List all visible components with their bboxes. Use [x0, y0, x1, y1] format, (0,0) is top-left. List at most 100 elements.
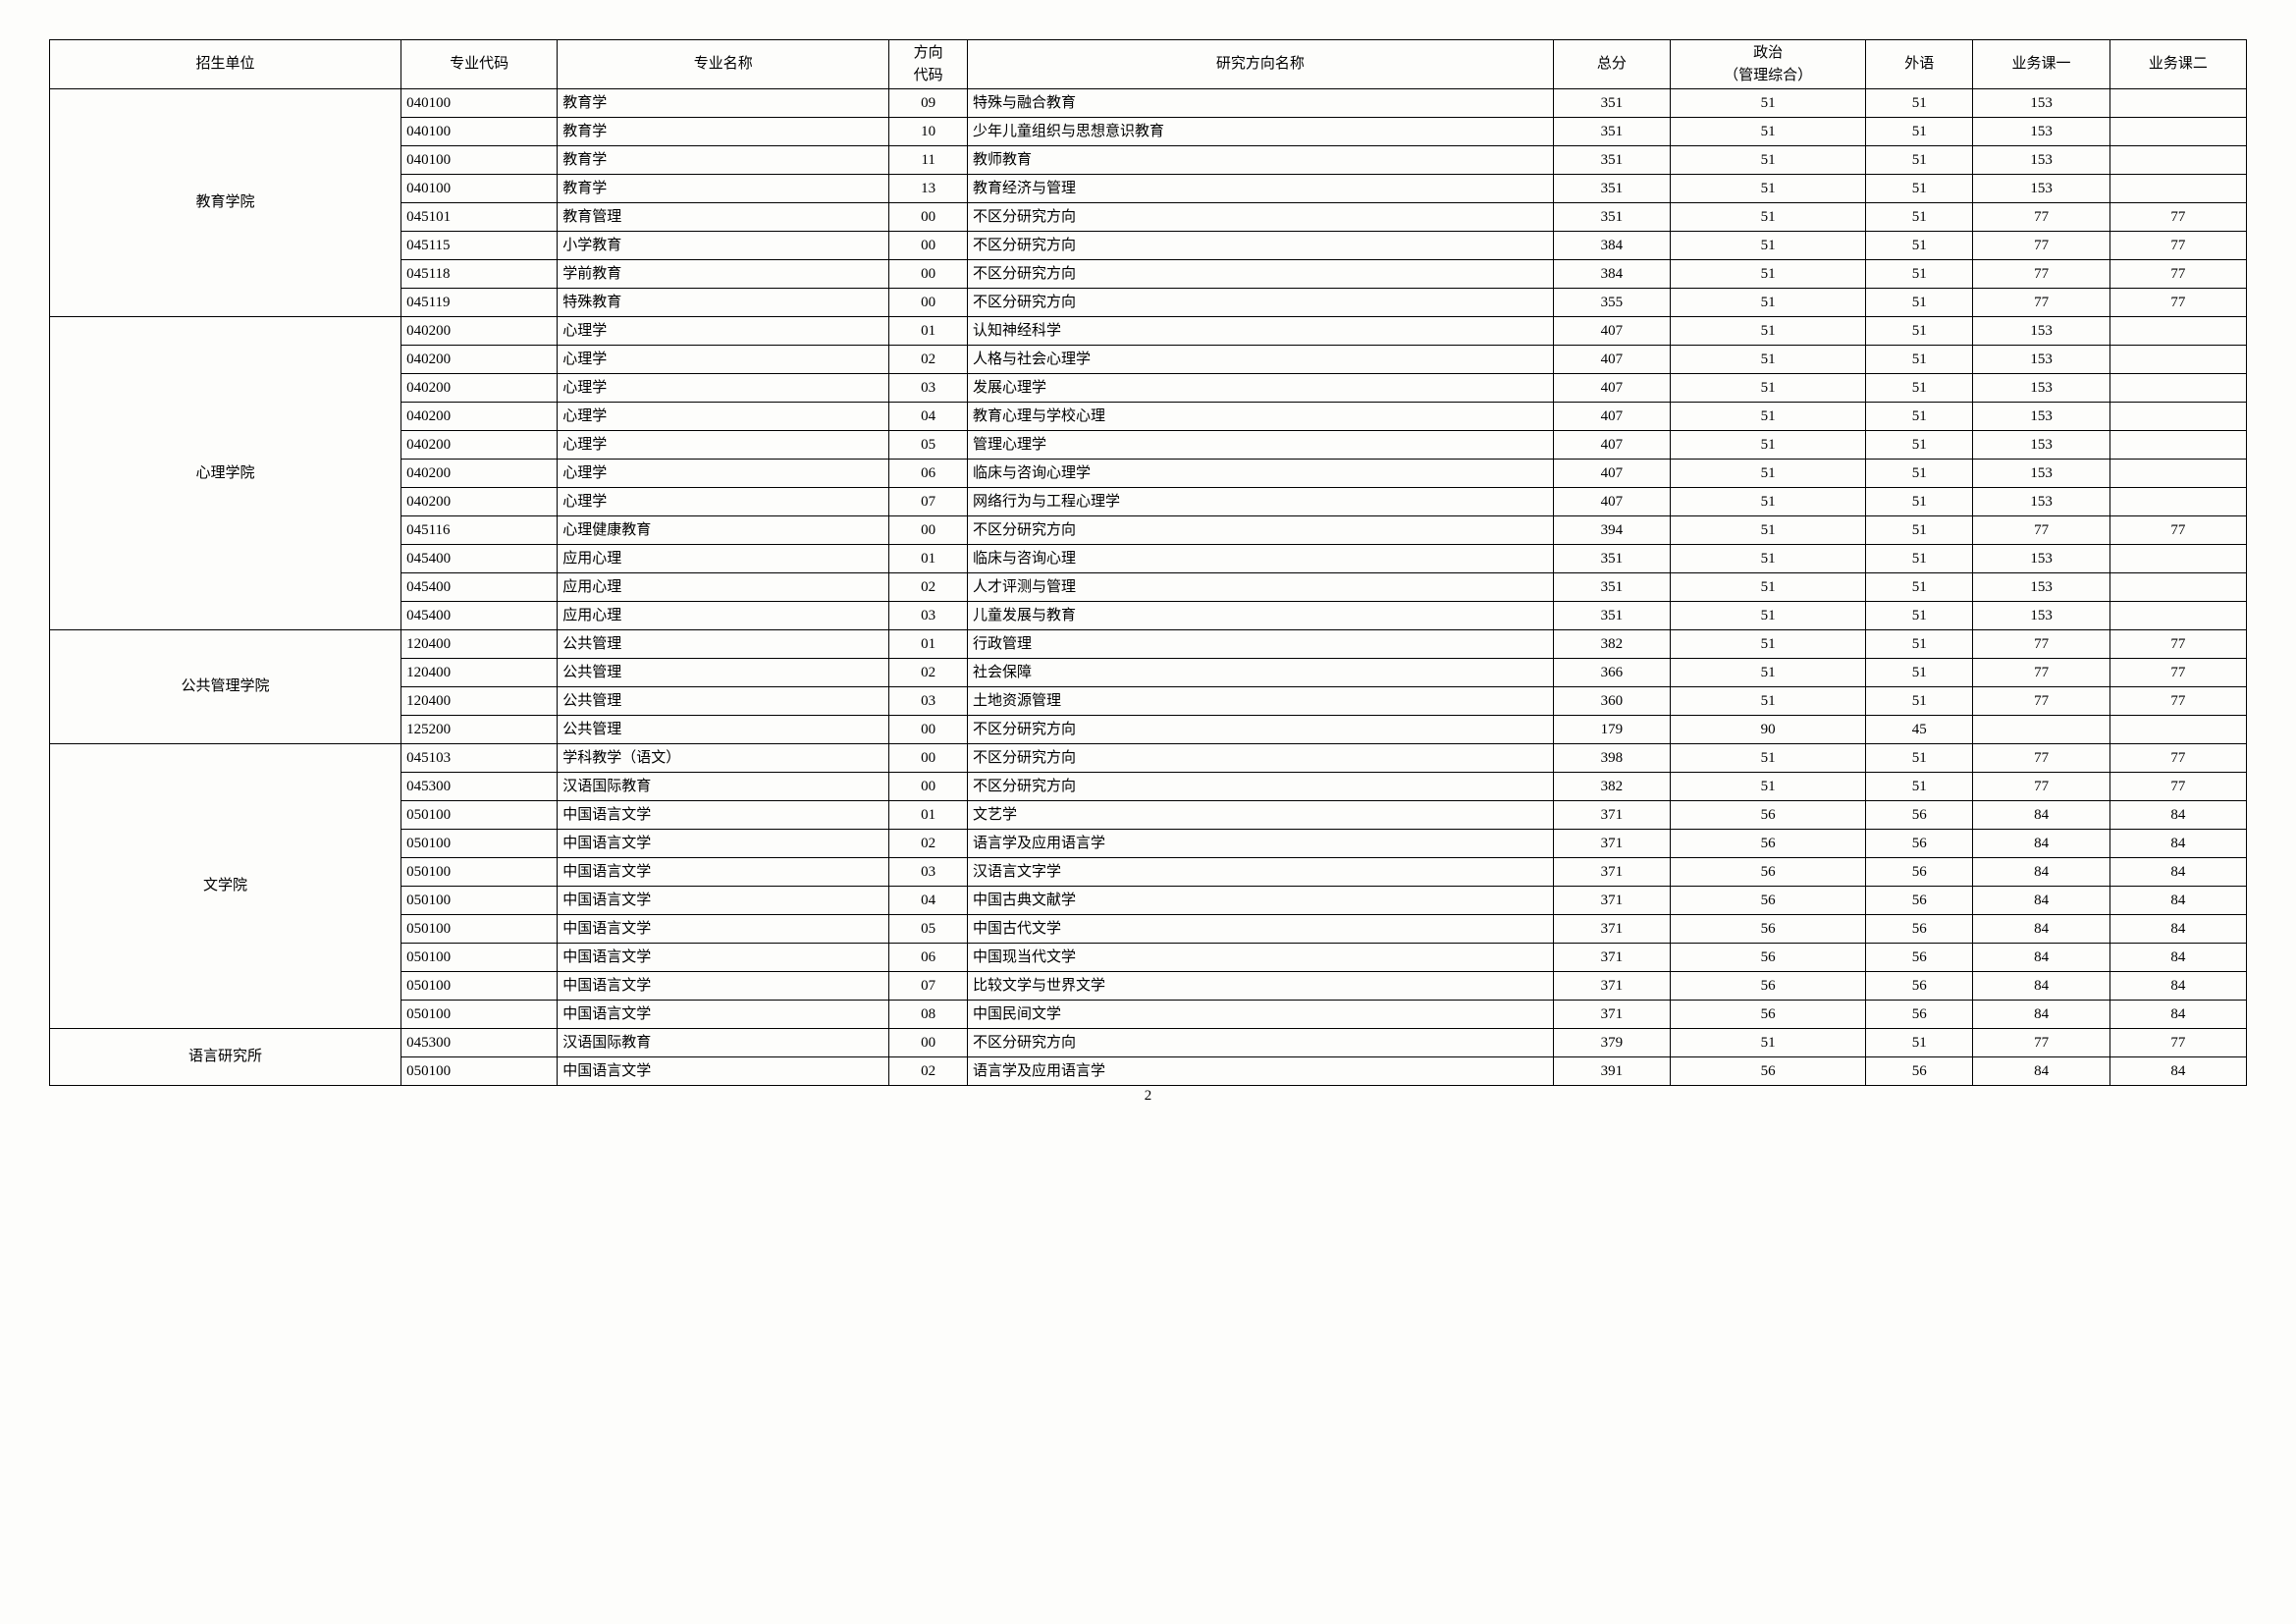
cell-major-name: 心理学 [558, 431, 889, 460]
cell-subj2 [2109, 431, 2246, 460]
cell-total: 394 [1553, 516, 1670, 545]
cell-total: 407 [1553, 403, 1670, 431]
cell-dir-code: 02 [889, 573, 968, 602]
cell-foreign: 51 [1866, 545, 1973, 573]
cell-foreign: 51 [1866, 118, 1973, 146]
cell-total: 371 [1553, 801, 1670, 830]
cell-total: 407 [1553, 488, 1670, 516]
cell-foreign: 51 [1866, 744, 1973, 773]
th-unit: 招生单位 [50, 40, 401, 89]
cell-foreign: 56 [1866, 858, 1973, 887]
cell-major-name: 心理学 [558, 374, 889, 403]
cell-politics: 56 [1671, 801, 1866, 830]
cell-major-code: 125200 [401, 716, 558, 744]
cell-major-code: 050100 [401, 972, 558, 1001]
cell-total: 384 [1553, 232, 1670, 260]
cell-total: 407 [1553, 317, 1670, 346]
cell-subj2 [2109, 89, 2246, 118]
cell-foreign: 56 [1866, 1057, 1973, 1086]
cell-dir-name: 行政管理 [967, 630, 1553, 659]
cell-major-name: 公共管理 [558, 716, 889, 744]
cell-subj1: 153 [1973, 403, 2109, 431]
cell-dir-code: 02 [889, 830, 968, 858]
cell-major-code: 045119 [401, 289, 558, 317]
cell-subj2: 84 [2109, 887, 2246, 915]
cell-subj2: 84 [2109, 830, 2246, 858]
cell-major-code: 045400 [401, 573, 558, 602]
cell-subj2: 77 [2109, 744, 2246, 773]
cell-politics: 51 [1671, 573, 1866, 602]
cell-subj1: 84 [1973, 972, 2109, 1001]
cell-dir-code: 09 [889, 89, 968, 118]
cell-major-name: 中国语言文学 [558, 972, 889, 1001]
cell-major-name: 应用心理 [558, 602, 889, 630]
cell-foreign: 56 [1866, 887, 1973, 915]
cell-total: 382 [1553, 773, 1670, 801]
cell-subj1: 153 [1973, 175, 2109, 203]
cell-major-name: 中国语言文学 [558, 801, 889, 830]
cell-subj1: 153 [1973, 317, 2109, 346]
cell-dir-code: 01 [889, 545, 968, 573]
cell-major-name: 心理学 [558, 403, 889, 431]
cell-dir-name: 中国民间文学 [967, 1001, 1553, 1029]
cell-major-code: 045300 [401, 773, 558, 801]
cell-major-code: 050100 [401, 1001, 558, 1029]
cell-major-name: 公共管理 [558, 687, 889, 716]
cell-major-code: 045116 [401, 516, 558, 545]
cell-dir-name: 特殊与融合教育 [967, 89, 1553, 118]
cell-dir-code: 00 [889, 260, 968, 289]
cell-subj1: 77 [1973, 203, 2109, 232]
cell-major-code: 040200 [401, 403, 558, 431]
cell-unit: 公共管理学院 [50, 630, 401, 744]
th-total: 总分 [1553, 40, 1670, 89]
cell-politics: 51 [1671, 317, 1866, 346]
cell-politics: 51 [1671, 460, 1866, 488]
cell-subj1: 84 [1973, 858, 2109, 887]
cell-subj2: 84 [2109, 944, 2246, 972]
cell-subj2: 84 [2109, 1001, 2246, 1029]
cell-major-name: 应用心理 [558, 545, 889, 573]
cell-politics: 51 [1671, 545, 1866, 573]
cell-total: 371 [1553, 972, 1670, 1001]
cell-foreign: 51 [1866, 488, 1973, 516]
table-row: 文学院045103学科教学（语文）00不区分研究方向39851517777 [50, 744, 2247, 773]
cell-dir-name: 中国现当代文学 [967, 944, 1553, 972]
cell-dir-code: 02 [889, 346, 968, 374]
cell-subj2 [2109, 175, 2246, 203]
cell-foreign: 51 [1866, 516, 1973, 545]
cell-politics: 51 [1671, 289, 1866, 317]
cell-major-code: 050100 [401, 858, 558, 887]
cell-major-code: 045400 [401, 545, 558, 573]
cell-major-name: 小学教育 [558, 232, 889, 260]
cell-major-code: 040200 [401, 460, 558, 488]
cell-major-name: 心理学 [558, 346, 889, 374]
cell-politics: 51 [1671, 602, 1866, 630]
cell-subj1: 77 [1973, 516, 2109, 545]
cell-foreign: 51 [1866, 289, 1973, 317]
cell-subj2: 77 [2109, 1029, 2246, 1057]
cell-total: 351 [1553, 573, 1670, 602]
cell-foreign: 51 [1866, 431, 1973, 460]
cell-politics: 51 [1671, 118, 1866, 146]
cell-dir-name: 人才评测与管理 [967, 573, 1553, 602]
cell-subj2 [2109, 602, 2246, 630]
cell-foreign: 56 [1866, 972, 1973, 1001]
cell-foreign: 51 [1866, 317, 1973, 346]
cell-dir-code: 01 [889, 317, 968, 346]
cell-subj1: 153 [1973, 118, 2109, 146]
table-header: 招生单位 专业代码 专业名称 方向代码 研究方向名称 总分 政治（管理综合） 外… [50, 40, 2247, 89]
cell-dir-name: 不区分研究方向 [967, 744, 1553, 773]
cell-total: 351 [1553, 545, 1670, 573]
cell-subj1: 77 [1973, 744, 2109, 773]
cell-politics: 51 [1671, 630, 1866, 659]
cell-major-code: 040100 [401, 175, 558, 203]
cell-total: 351 [1553, 175, 1670, 203]
th-subj1: 业务课一 [1973, 40, 2109, 89]
cell-subj1: 77 [1973, 232, 2109, 260]
cell-dir-name: 临床与咨询心理学 [967, 460, 1553, 488]
cell-major-name: 中国语言文学 [558, 830, 889, 858]
cell-unit: 语言研究所 [50, 1029, 401, 1086]
cell-foreign: 51 [1866, 346, 1973, 374]
cell-dir-code: 01 [889, 801, 968, 830]
cell-major-code: 050100 [401, 1057, 558, 1086]
